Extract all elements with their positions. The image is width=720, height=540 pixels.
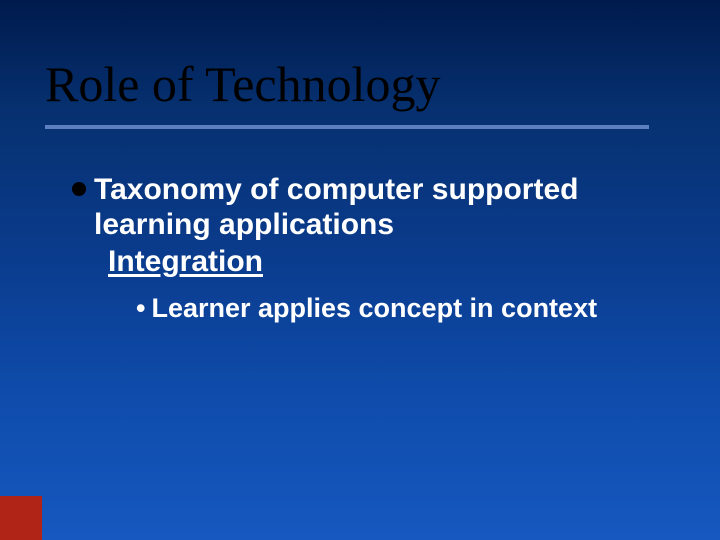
bullet-level3: •Learner applies concept in context: [72, 293, 680, 324]
dot-icon: [72, 182, 86, 196]
bullet-dot-icon: •: [136, 293, 145, 323]
title-underline: [45, 125, 649, 129]
slide-title: Role of Technology: [45, 58, 690, 111]
body-block: Taxonomy of computer supported learning …: [72, 172, 680, 324]
title-block: Role of Technology: [45, 58, 690, 129]
corner-accent: [0, 496, 42, 540]
slide: Role of Technology Taxonomy of computer …: [0, 0, 720, 540]
level1-text: Taxonomy of computer supported learning …: [94, 172, 680, 243]
level2-text: Integration: [108, 245, 263, 278]
bullet-level1: Taxonomy of computer supported learning …: [72, 172, 680, 243]
level3-text: Learner applies concept in context: [151, 293, 597, 323]
bullet-level2: Integration: [72, 245, 680, 279]
